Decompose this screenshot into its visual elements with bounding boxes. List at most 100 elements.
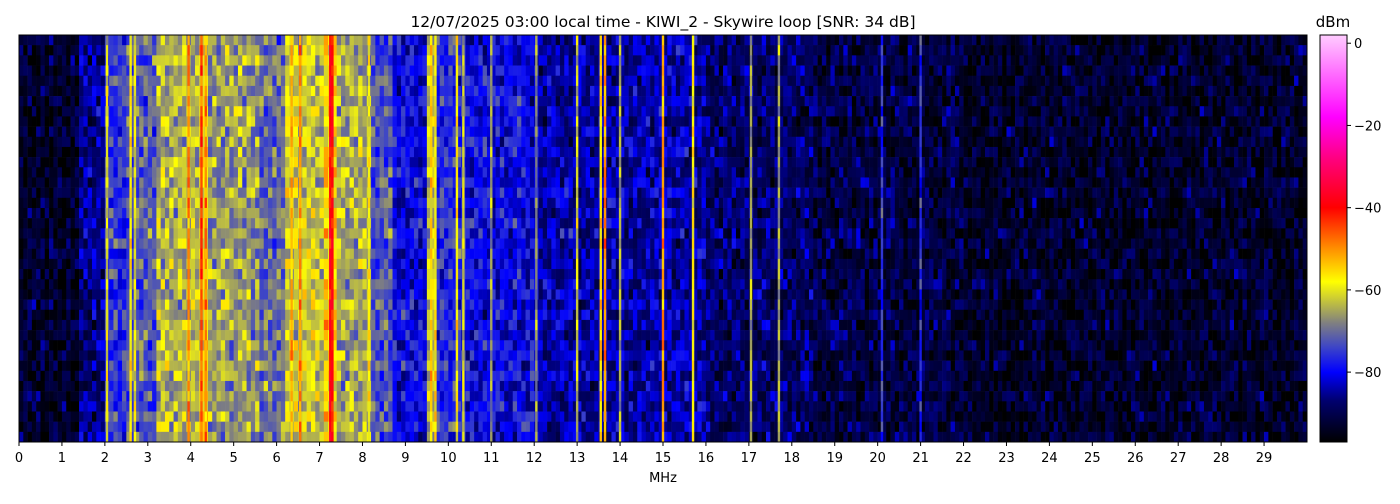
heatmap-cell	[413, 319, 419, 331]
heatmap-cell	[237, 269, 243, 280]
heatmap-cell	[70, 411, 76, 422]
heatmap-cell	[100, 75, 106, 87]
heatmap-cell	[401, 136, 406, 148]
heatmap-cell	[268, 85, 273, 97]
heatmap-cell	[422, 75, 428, 87]
heatmap-cell	[255, 279, 260, 290]
heatmap-cell	[173, 248, 179, 260]
heatmap-cell	[525, 75, 531, 87]
heatmap-cell	[401, 269, 406, 280]
heatmap-cell	[512, 309, 518, 321]
heatmap-cell	[353, 411, 359, 422]
heatmap-cell	[285, 269, 290, 280]
heatmap-cell	[212, 370, 217, 382]
heatmap-cell	[478, 309, 483, 321]
heatmap-cell	[336, 35, 342, 46]
heatmap-cell	[87, 411, 93, 422]
heatmap-cell	[388, 96, 393, 107]
heatmap-cell	[177, 55, 183, 66]
heatmap-cell	[246, 330, 252, 341]
heatmap-cell	[100, 309, 106, 321]
heatmap-cell	[177, 187, 183, 199]
heatmap-cell	[358, 136, 363, 148]
heatmap-cell	[143, 391, 149, 402]
heatmap-cell	[87, 35, 93, 46]
heatmap-cell	[525, 319, 531, 331]
heatmap-cell	[401, 401, 406, 412]
heatmap-cell	[100, 177, 106, 188]
heatmap-cell	[379, 299, 385, 311]
heatmap-cell	[452, 187, 458, 199]
heatmap-cell	[551, 75, 556, 87]
heatmap-cell	[302, 258, 307, 270]
heatmap-cell	[362, 146, 368, 158]
heatmap-cell	[474, 116, 479, 127]
heatmap-cell	[272, 391, 277, 402]
heatmap-cell	[491, 96, 496, 107]
heatmap-cell	[499, 431, 505, 443]
heatmap-cell	[225, 370, 230, 382]
heatmap-cell	[444, 177, 449, 188]
heatmap-cell	[486, 380, 492, 392]
heatmap-cell	[79, 85, 84, 97]
heatmap-cell	[538, 126, 544, 138]
heatmap-cell	[474, 248, 479, 260]
heatmap-cell	[164, 207, 170, 219]
heatmap-cell	[23, 116, 28, 127]
heatmap-cell	[233, 391, 239, 402]
heatmap-cell	[353, 146, 359, 158]
heatmap-cell	[113, 319, 119, 331]
heatmap-cell	[499, 75, 505, 87]
heatmap-cell	[220, 380, 226, 392]
heatmap-cell	[444, 380, 449, 392]
heatmap-cell	[444, 431, 449, 443]
heatmap-cell	[336, 146, 342, 158]
heatmap-cell	[521, 55, 526, 66]
heatmap-cell	[268, 391, 273, 402]
heatmap-cell	[49, 248, 54, 260]
heatmap-cell	[160, 218, 166, 229]
heatmap-cell	[405, 177, 410, 188]
heatmap-cell	[383, 55, 389, 66]
heatmap-cell	[126, 197, 131, 209]
heatmap-cell	[61, 330, 67, 341]
heatmap-cell	[250, 380, 256, 392]
heatmap-cell	[465, 45, 471, 56]
heatmap-cell	[491, 401, 496, 412]
heatmap-cell	[465, 55, 471, 66]
heatmap-cell	[276, 35, 282, 46]
heatmap-cell	[418, 330, 423, 341]
heatmap-cell	[109, 136, 114, 148]
heatmap-cell	[345, 248, 350, 260]
heatmap-cell	[276, 228, 282, 239]
heatmap-cell	[439, 126, 445, 138]
heatmap-cell	[246, 218, 252, 229]
heatmap-cell	[401, 309, 406, 321]
heatmap-cell	[341, 350, 346, 361]
heatmap-cell	[109, 116, 114, 127]
heatmap-cell	[164, 269, 170, 280]
heatmap-cell	[143, 319, 149, 331]
heatmap-cell	[113, 177, 119, 188]
heatmap-cell	[126, 319, 131, 331]
heatmap-cell	[182, 35, 187, 46]
heatmap-cell	[486, 167, 492, 178]
heatmap-cell	[207, 45, 213, 56]
heatmap-cell	[263, 167, 269, 178]
heatmap-cell	[499, 258, 505, 270]
heatmap-cell	[482, 126, 488, 138]
heatmap-cell	[70, 126, 76, 138]
heatmap-cell	[504, 319, 509, 331]
heatmap-cell	[19, 35, 24, 46]
heatmap-cell	[323, 299, 329, 311]
heatmap-cell	[456, 85, 462, 97]
heatmap-cell	[413, 177, 419, 188]
heatmap-cell	[220, 401, 226, 412]
heatmap-cell	[195, 421, 200, 433]
heatmap-cell	[392, 258, 398, 270]
heatmap-cell	[40, 238, 46, 249]
heatmap-cell	[190, 350, 196, 361]
heatmap-cell	[482, 218, 488, 229]
heatmap-cell	[491, 269, 496, 280]
heatmap-cell	[542, 187, 548, 199]
